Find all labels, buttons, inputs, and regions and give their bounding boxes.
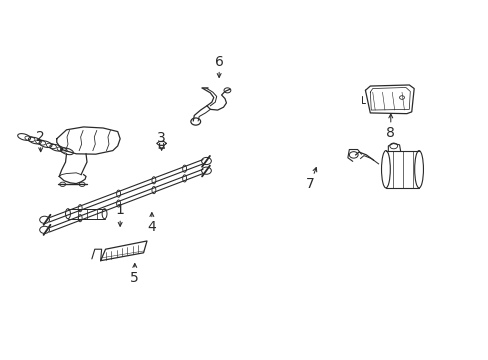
Text: 6: 6 (214, 55, 223, 69)
Text: 5: 5 (130, 271, 139, 284)
Text: 2: 2 (36, 130, 45, 144)
Text: 4: 4 (147, 220, 156, 234)
Text: 3: 3 (157, 131, 165, 145)
Text: 8: 8 (386, 126, 394, 140)
Text: 7: 7 (305, 177, 314, 190)
Text: 1: 1 (116, 203, 124, 217)
